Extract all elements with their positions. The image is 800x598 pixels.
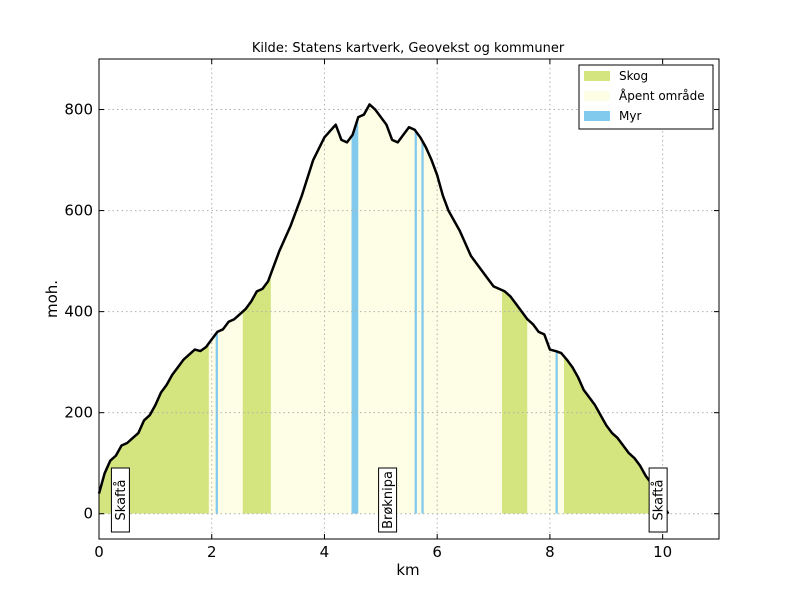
y-tick-label: 600 (64, 202, 93, 220)
place-label-box (648, 467, 668, 533)
x-tick-label: 8 (545, 543, 555, 561)
x-tick-label: 6 (432, 543, 442, 561)
y-tick-label: 800 (64, 101, 93, 119)
land-cover-forest-band (502, 104, 528, 514)
land-cover-bog-band (215, 104, 218, 514)
place-label: Brøknipa (378, 467, 398, 533)
x-tick-label: 2 (207, 543, 217, 561)
chart-title: Kilde: Statens kartverk, Geovekst og kom… (252, 41, 565, 56)
y-axis-label: moh. (43, 280, 61, 318)
y-tick-label: 0 (83, 505, 93, 523)
place-label-text: Skaftå (114, 480, 129, 521)
legend-swatch (584, 91, 610, 101)
y-tick-label: 200 (64, 404, 93, 422)
place-label: Skaftå (648, 467, 668, 533)
x-tick-label: 4 (320, 543, 330, 561)
land-cover-bog-band (555, 104, 558, 514)
legend-label: Åpent område (619, 88, 705, 103)
land-cover-bog-band (421, 104, 424, 514)
land-cover-forest-band (99, 104, 209, 514)
land-cover-open-band (208, 104, 243, 514)
legend: Skog Åpent område Myr (578, 64, 714, 130)
place-label: Skaftå (110, 467, 130, 533)
place-label-box (378, 467, 398, 533)
plot-frame (98, 58, 720, 540)
legend-label: Skog (619, 69, 648, 83)
y-tick-label: 400 (64, 303, 93, 321)
land-cover-forest-band (242, 104, 271, 514)
plot-area: Skaftå Brøknipa Skaftå 0 2 4 6 8 10 0 200 400 600 800 (64, 58, 720, 561)
legend-label: Myr (619, 109, 641, 123)
legend-swatch (584, 111, 610, 121)
elevation-profile-line (97, 103, 670, 515)
legend-swatch (584, 71, 610, 81)
place-label-box (110, 467, 130, 533)
place-label-text: Skaftå (652, 480, 667, 521)
land-cover-bog-band (351, 104, 359, 514)
x-tick-label: 10 (653, 543, 672, 561)
land-cover-bog-band (414, 104, 417, 514)
land-cover-open-band (527, 104, 564, 514)
x-axis-label: km (396, 561, 419, 579)
place-label-text: Brøknipa (381, 471, 396, 529)
x-tick-label: 0 (94, 543, 104, 561)
